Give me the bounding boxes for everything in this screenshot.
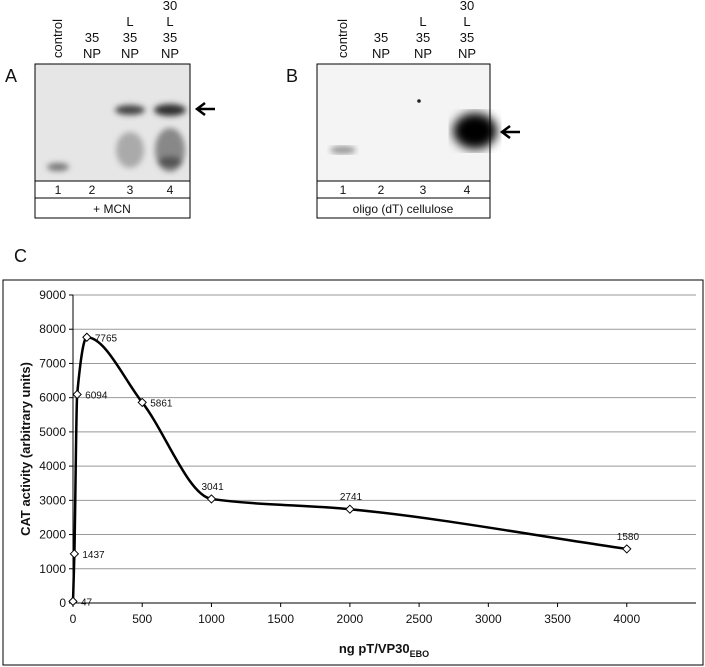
- lane-header: 35: [163, 30, 177, 45]
- lane-header: NP: [414, 46, 432, 61]
- arrow: [194, 102, 215, 116]
- lane-header: control: [335, 19, 350, 58]
- lane-header: NP: [83, 46, 101, 61]
- panel-label: C: [14, 246, 27, 266]
- lane-header: 35: [374, 30, 388, 45]
- data-label: 7765: [95, 333, 118, 344]
- lane-header: L: [166, 14, 173, 29]
- data-label: 3041: [201, 482, 224, 493]
- data-marker: [72, 389, 82, 400]
- x-tick-label: 1000: [198, 612, 225, 626]
- y-tick-label: 3000: [39, 493, 66, 507]
- lane-header: 35: [123, 30, 137, 45]
- x-tick-label: 2000: [337, 612, 364, 626]
- y-tick-label: 7000: [39, 356, 66, 370]
- data-label: 1437: [82, 550, 105, 561]
- y-tick-label: 0: [59, 596, 66, 610]
- x-tick-label: 3000: [475, 612, 502, 626]
- data-label: 47: [81, 597, 93, 608]
- x-axis-label-sub: EBO: [410, 649, 430, 659]
- x-axis-label: ng pT/VP30EBO: [339, 641, 429, 659]
- data-line: [71, 336, 627, 602]
- lane-header: control: [50, 19, 65, 58]
- data-marker: [345, 504, 355, 514]
- lane-header: 35: [85, 30, 99, 45]
- data-label: 2741: [340, 492, 363, 503]
- arrow: [499, 125, 520, 139]
- data-marker: [82, 332, 92, 342]
- x-tick-label: 0: [70, 612, 77, 626]
- lane-header: 35: [460, 30, 474, 45]
- y-tick-label: 8000: [39, 322, 66, 336]
- y-tick-label: 1000: [39, 562, 66, 576]
- data-marker: [622, 544, 632, 554]
- lane-number: 2: [378, 183, 385, 197]
- data-label: 6094: [85, 390, 108, 401]
- gel-bands: [330, 99, 497, 154]
- data-marker: [137, 397, 147, 408]
- data-label: 1580: [617, 532, 640, 543]
- y-tick-label: 4000: [39, 459, 66, 473]
- chart-frame: [2, 279, 704, 666]
- lane-number: 3: [420, 183, 427, 197]
- x-tick-label: 2500: [406, 612, 433, 626]
- lane-header: NP: [121, 46, 139, 61]
- y-tick-label: 5000: [39, 425, 66, 439]
- lane-header: NP: [161, 46, 179, 61]
- panel-label: A: [5, 66, 17, 86]
- gel-caption: oligo (dT) cellulose: [353, 202, 454, 216]
- panel-label: B: [286, 66, 298, 86]
- lane-number: 2: [89, 183, 96, 197]
- lane-number: 1: [340, 183, 347, 197]
- x-tick-label: 3500: [544, 612, 571, 626]
- lane-number: 4: [464, 183, 471, 197]
- data-marker: [69, 549, 80, 559]
- y-tick-label: 9000: [39, 288, 66, 302]
- lane-header: 30: [460, 0, 474, 13]
- gel-caption: + MCN: [93, 202, 131, 216]
- x-axis-label-main: ng pT/VP30: [339, 641, 410, 656]
- lane-header: 35: [416, 30, 430, 45]
- lane-number: 1: [55, 183, 62, 197]
- x-tick-label: 500: [132, 612, 152, 626]
- lane-header: L: [419, 14, 426, 29]
- caption-box: [316, 197, 491, 219]
- data-label: 5861: [150, 398, 173, 409]
- lane-header: L: [126, 14, 133, 29]
- lane-header: NP: [372, 46, 390, 61]
- y-tick-label: 6000: [39, 391, 66, 405]
- y-axis-label: CAT activity (arbitrary units): [18, 362, 33, 536]
- data-marker: [206, 494, 217, 504]
- lane-number: 4: [167, 183, 174, 197]
- caption-box: [34, 197, 191, 219]
- x-tick-label: 1500: [267, 612, 294, 626]
- lane-header: 30: [163, 0, 177, 13]
- y-tick-label: 2000: [39, 528, 66, 542]
- gel-bands: [47, 104, 186, 172]
- x-tick-label: 4000: [613, 612, 640, 626]
- lane-header: NP: [458, 46, 476, 61]
- data-marker: [68, 596, 78, 607]
- lane-number: 3: [127, 183, 134, 197]
- lane-header: L: [463, 14, 470, 29]
